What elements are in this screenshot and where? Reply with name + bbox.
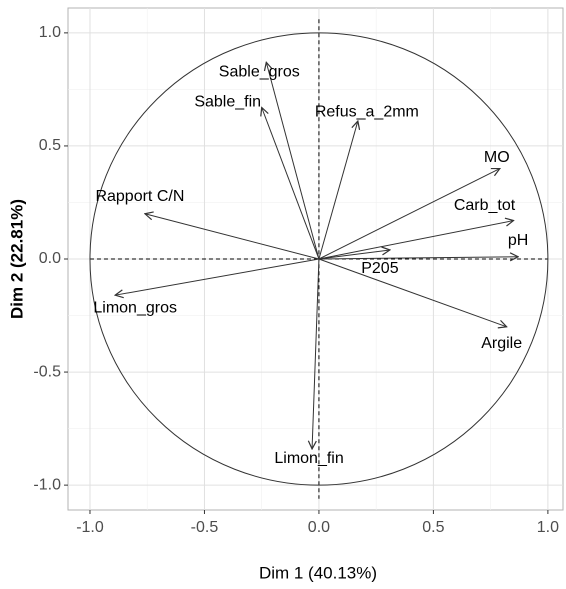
y-tick-label: 0.5 bbox=[39, 137, 61, 154]
x-tick-label: -1.0 bbox=[76, 519, 104, 536]
variable-label: MO bbox=[484, 149, 510, 166]
y-tick-label: 0.0 bbox=[39, 250, 61, 267]
loading-arrow bbox=[312, 258, 320, 449]
y-tick-label: -0.5 bbox=[33, 363, 61, 380]
variable-label: pH bbox=[508, 232, 528, 249]
variable-label: Limon_gros bbox=[93, 299, 177, 316]
variable-label: Carb_tot bbox=[454, 197, 516, 214]
variable-label: Refus_a_2mm bbox=[315, 103, 419, 120]
x-tick-label: -0.5 bbox=[191, 519, 219, 536]
loading-arrow bbox=[262, 107, 320, 260]
loading-arrow bbox=[318, 121, 358, 260]
loading-arrow bbox=[145, 214, 320, 260]
loading-arrow bbox=[318, 258, 507, 327]
variable-label: P205 bbox=[361, 260, 398, 277]
x-tick-label: 0.0 bbox=[308, 519, 330, 536]
loading-arrow bbox=[318, 257, 518, 259]
y-tick-label: -1.0 bbox=[33, 476, 61, 493]
loading-arrow bbox=[318, 221, 514, 260]
variable-label: Argile bbox=[481, 335, 522, 352]
y-axis-title: Dim 2 (22.81%) bbox=[7, 199, 26, 319]
correlation-circle bbox=[89, 32, 549, 486]
x-tick-label: 1.0 bbox=[537, 519, 559, 536]
x-tick-label: 0.5 bbox=[422, 519, 444, 536]
x-axis-title: Dim 1 (40.13%) bbox=[259, 563, 377, 582]
variable-label: Limon_fin bbox=[274, 450, 343, 467]
variable-label: Sable_fin bbox=[194, 94, 261, 111]
loading-arrow bbox=[318, 169, 500, 260]
y-tick-label: 1.0 bbox=[39, 24, 61, 41]
loading-arrow bbox=[318, 250, 390, 260]
loading-arrow bbox=[115, 258, 320, 295]
loading-arrow bbox=[266, 62, 320, 260]
variable-label: Rapport C/N bbox=[95, 188, 184, 205]
variable-label: Sable_gros bbox=[219, 63, 300, 80]
